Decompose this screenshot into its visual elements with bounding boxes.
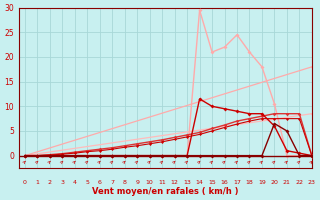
X-axis label: Vent moyen/en rafales ( km/h ): Vent moyen/en rafales ( km/h ) [92, 187, 238, 196]
